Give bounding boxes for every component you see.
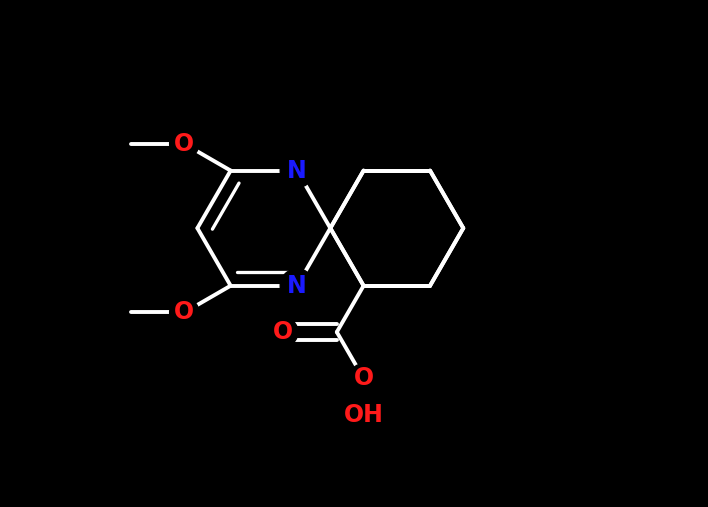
Text: N: N [287, 274, 307, 298]
Text: O: O [273, 320, 293, 344]
Text: OH: OH [343, 403, 384, 427]
Circle shape [268, 317, 298, 347]
Text: O: O [174, 132, 194, 156]
Circle shape [280, 154, 314, 188]
Text: O: O [174, 301, 194, 324]
Text: N: N [287, 159, 307, 183]
Circle shape [170, 129, 199, 159]
Circle shape [170, 298, 199, 327]
Circle shape [349, 364, 378, 393]
Text: O: O [353, 367, 374, 390]
Circle shape [280, 269, 314, 303]
